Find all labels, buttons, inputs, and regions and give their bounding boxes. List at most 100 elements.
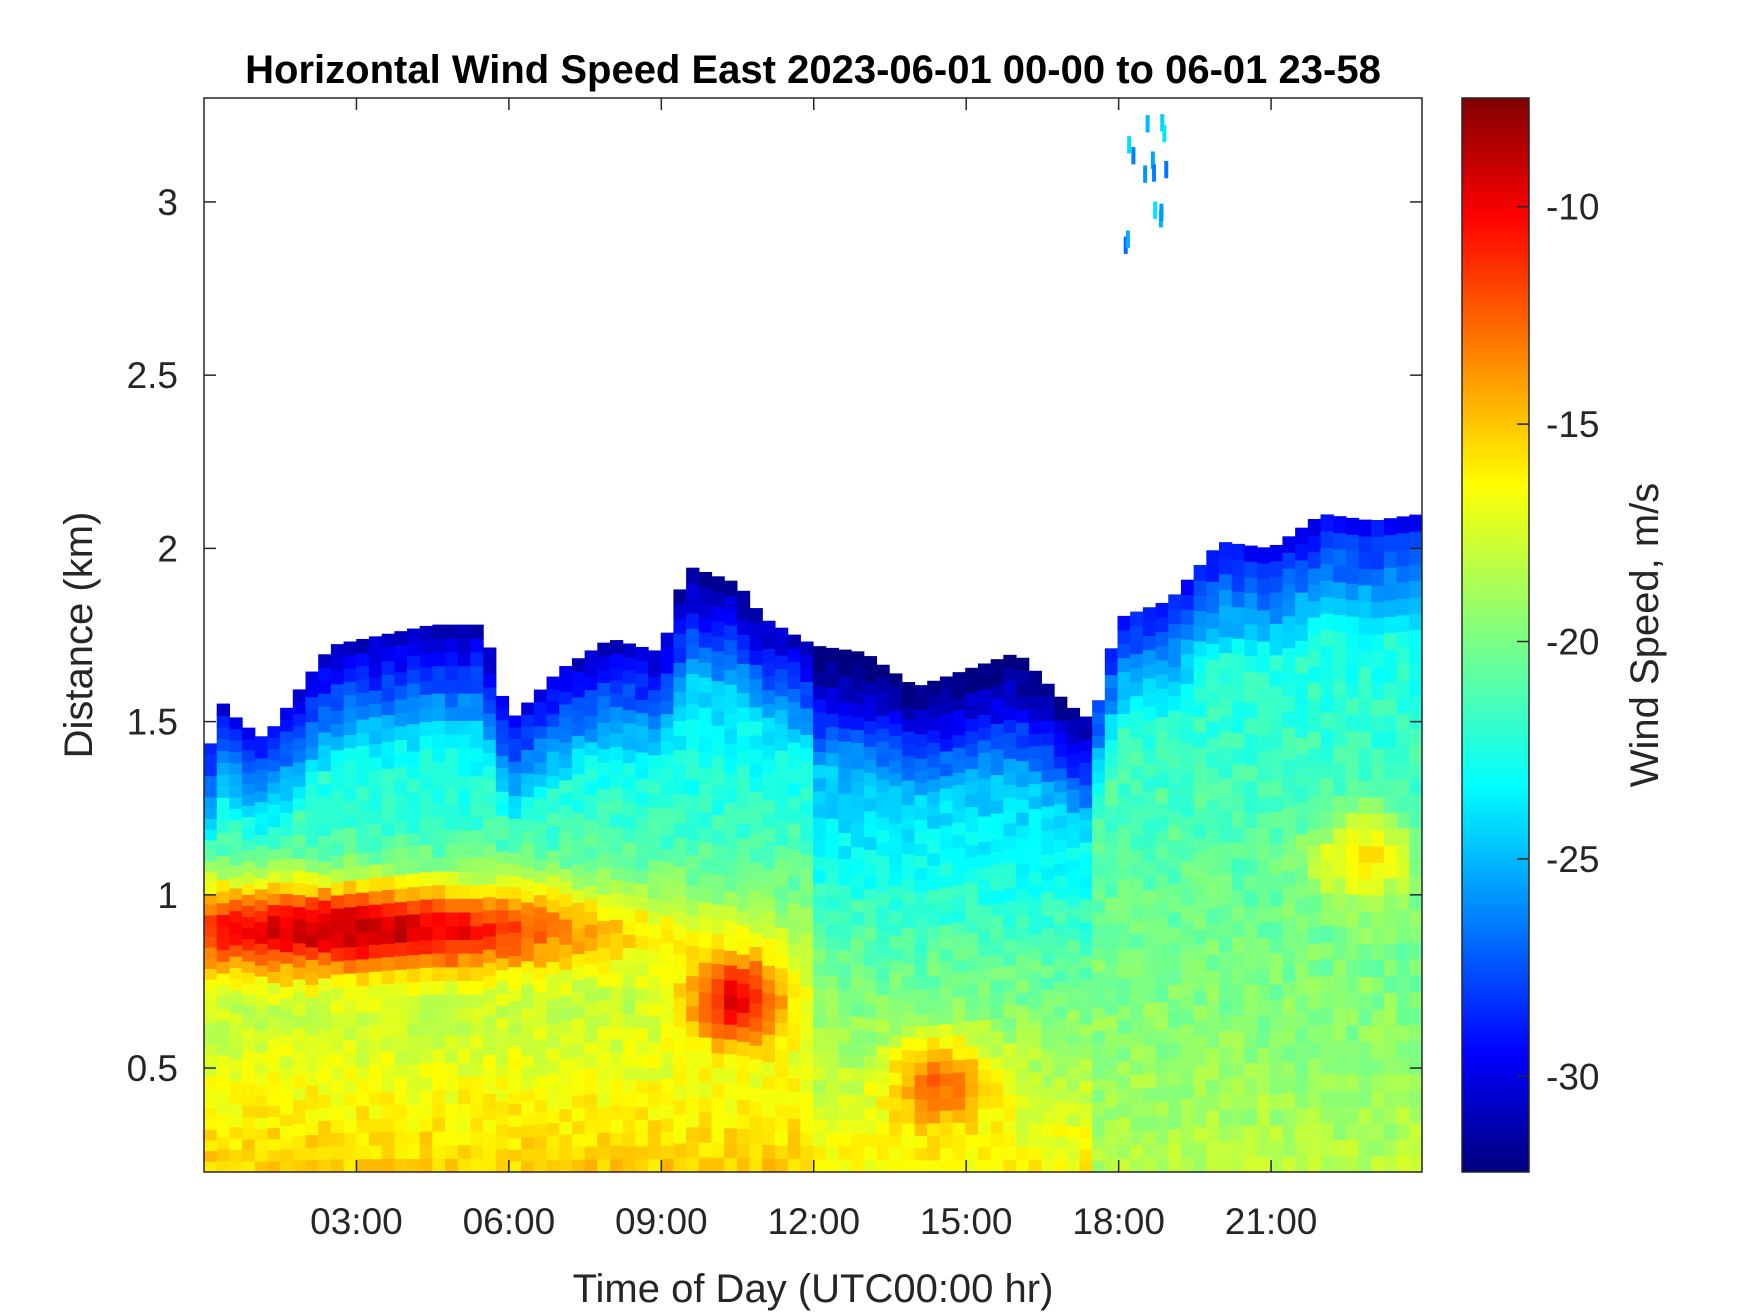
heatmap-cell — [1117, 615, 1131, 631]
heatmap-cell — [242, 1149, 256, 1162]
heatmap-cell — [1016, 734, 1030, 749]
heatmap-cell — [305, 821, 319, 835]
heatmap-cell — [977, 1057, 992, 1071]
heatmap-cell — [533, 810, 548, 823]
heatmap-cell — [927, 680, 941, 694]
heatmap-cell — [1231, 1046, 1245, 1063]
heatmap-cell — [204, 1096, 218, 1109]
heatmap-cell — [762, 675, 776, 691]
heatmap-cell — [876, 664, 890, 679]
heatmap-cell — [1142, 833, 1157, 848]
heatmap-cell — [1168, 666, 1182, 682]
heatmap-cell — [533, 1027, 548, 1040]
heatmap-cell — [495, 743, 510, 757]
heatmap-cell — [1269, 670, 1284, 687]
heatmap-cell — [762, 786, 776, 801]
heatmap-cell — [546, 911, 560, 925]
heatmap-cell — [432, 1062, 446, 1077]
heatmap-cell — [1219, 1124, 1233, 1142]
heatmap-cell — [990, 979, 1004, 994]
heatmap-cell — [965, 844, 979, 858]
heatmap-cell — [1193, 640, 1207, 657]
heatmap-cell — [774, 940, 789, 955]
heatmap-cell — [1295, 672, 1309, 690]
heatmap-cell — [1257, 1062, 1271, 1079]
heatmap-cell — [254, 1041, 269, 1053]
heatmap-cell — [1295, 1059, 1309, 1076]
heatmap-cell — [1193, 1080, 1207, 1097]
heatmap-cell — [686, 1005, 700, 1022]
heatmap-cell — [1168, 767, 1182, 783]
heatmap-cell — [204, 1129, 218, 1141]
heatmap-cell — [1168, 998, 1182, 1014]
heatmap-cell — [368, 997, 383, 1012]
heatmap-cell — [736, 954, 751, 970]
heatmap-cell — [1142, 1087, 1157, 1103]
heatmap-cell — [1257, 1093, 1271, 1111]
heatmap-cell — [939, 750, 954, 764]
heatmap-cell — [813, 803, 827, 818]
heatmap-cell — [838, 989, 852, 1003]
heatmap-cell — [584, 793, 598, 808]
heatmap-cell — [546, 899, 560, 913]
heatmap-cell — [724, 595, 738, 611]
heatmap-cell — [533, 1015, 548, 1028]
heatmap-cell — [648, 1041, 662, 1056]
heatmap-cell — [813, 909, 827, 923]
heatmap-cell — [1333, 1073, 1347, 1091]
heatmap-cell — [1092, 747, 1106, 760]
heatmap-cell — [267, 1116, 281, 1129]
heatmap-cell — [977, 727, 992, 741]
heatmap-cell — [1003, 952, 1017, 966]
heatmap-cell — [965, 705, 979, 719]
heatmap-cell — [800, 760, 814, 775]
heatmap-cell — [571, 671, 586, 685]
heatmap-cell — [1345, 697, 1360, 715]
heatmap-cell — [533, 906, 548, 920]
heatmap-cell — [584, 1158, 598, 1172]
heatmap-cell — [914, 782, 928, 796]
heatmap-cell — [952, 1072, 966, 1086]
heatmap-cell — [774, 777, 789, 792]
heatmap-cell — [800, 973, 814, 987]
heatmap-cell — [1269, 842, 1284, 860]
heatmap-cell — [1295, 1043, 1309, 1060]
heatmap-cell — [838, 963, 852, 977]
heatmap-cell — [1219, 857, 1233, 874]
heatmap-cell — [863, 965, 878, 980]
heatmap-cell — [571, 1120, 586, 1135]
heatmap-cell — [1155, 1115, 1169, 1130]
heatmap-cell — [432, 665, 446, 680]
heatmap-cell — [483, 1106, 497, 1121]
heatmap-cell — [267, 982, 281, 995]
heatmap-cell — [851, 677, 865, 691]
heatmap-cell — [838, 1119, 852, 1134]
heatmap-cell — [952, 909, 966, 923]
heatmap-cell — [660, 902, 675, 917]
heatmap-cell — [407, 778, 421, 793]
heatmap-cell — [521, 913, 535, 927]
heatmap-cell — [508, 898, 522, 911]
heatmap-cell — [533, 737, 548, 751]
heatmap-cell — [254, 779, 269, 792]
heatmap-cell — [863, 875, 878, 889]
heatmap-cell — [800, 1118, 814, 1133]
heatmap-cell — [660, 1118, 675, 1133]
heatmap-cell — [1206, 674, 1220, 691]
heatmap-cell — [1320, 974, 1334, 992]
heatmap-cell — [889, 810, 903, 824]
heatmap-cell — [851, 1028, 865, 1043]
heatmap-cell — [584, 872, 598, 886]
heatmap-cell — [1028, 833, 1042, 847]
heatmap-cell — [533, 882, 548, 896]
heatmap-cell — [724, 994, 738, 1010]
heatmap-cell — [1079, 762, 1093, 775]
heatmap-cell — [1206, 1063, 1220, 1080]
heatmap-cell — [1003, 1120, 1017, 1134]
heatmap-cell — [305, 1071, 319, 1086]
heatmap-cell — [698, 736, 713, 753]
heatmap-cell — [1269, 983, 1284, 1001]
heatmap-cell — [648, 963, 662, 978]
heatmap-cell — [1371, 1090, 1385, 1108]
heatmap-cell — [216, 750, 230, 763]
